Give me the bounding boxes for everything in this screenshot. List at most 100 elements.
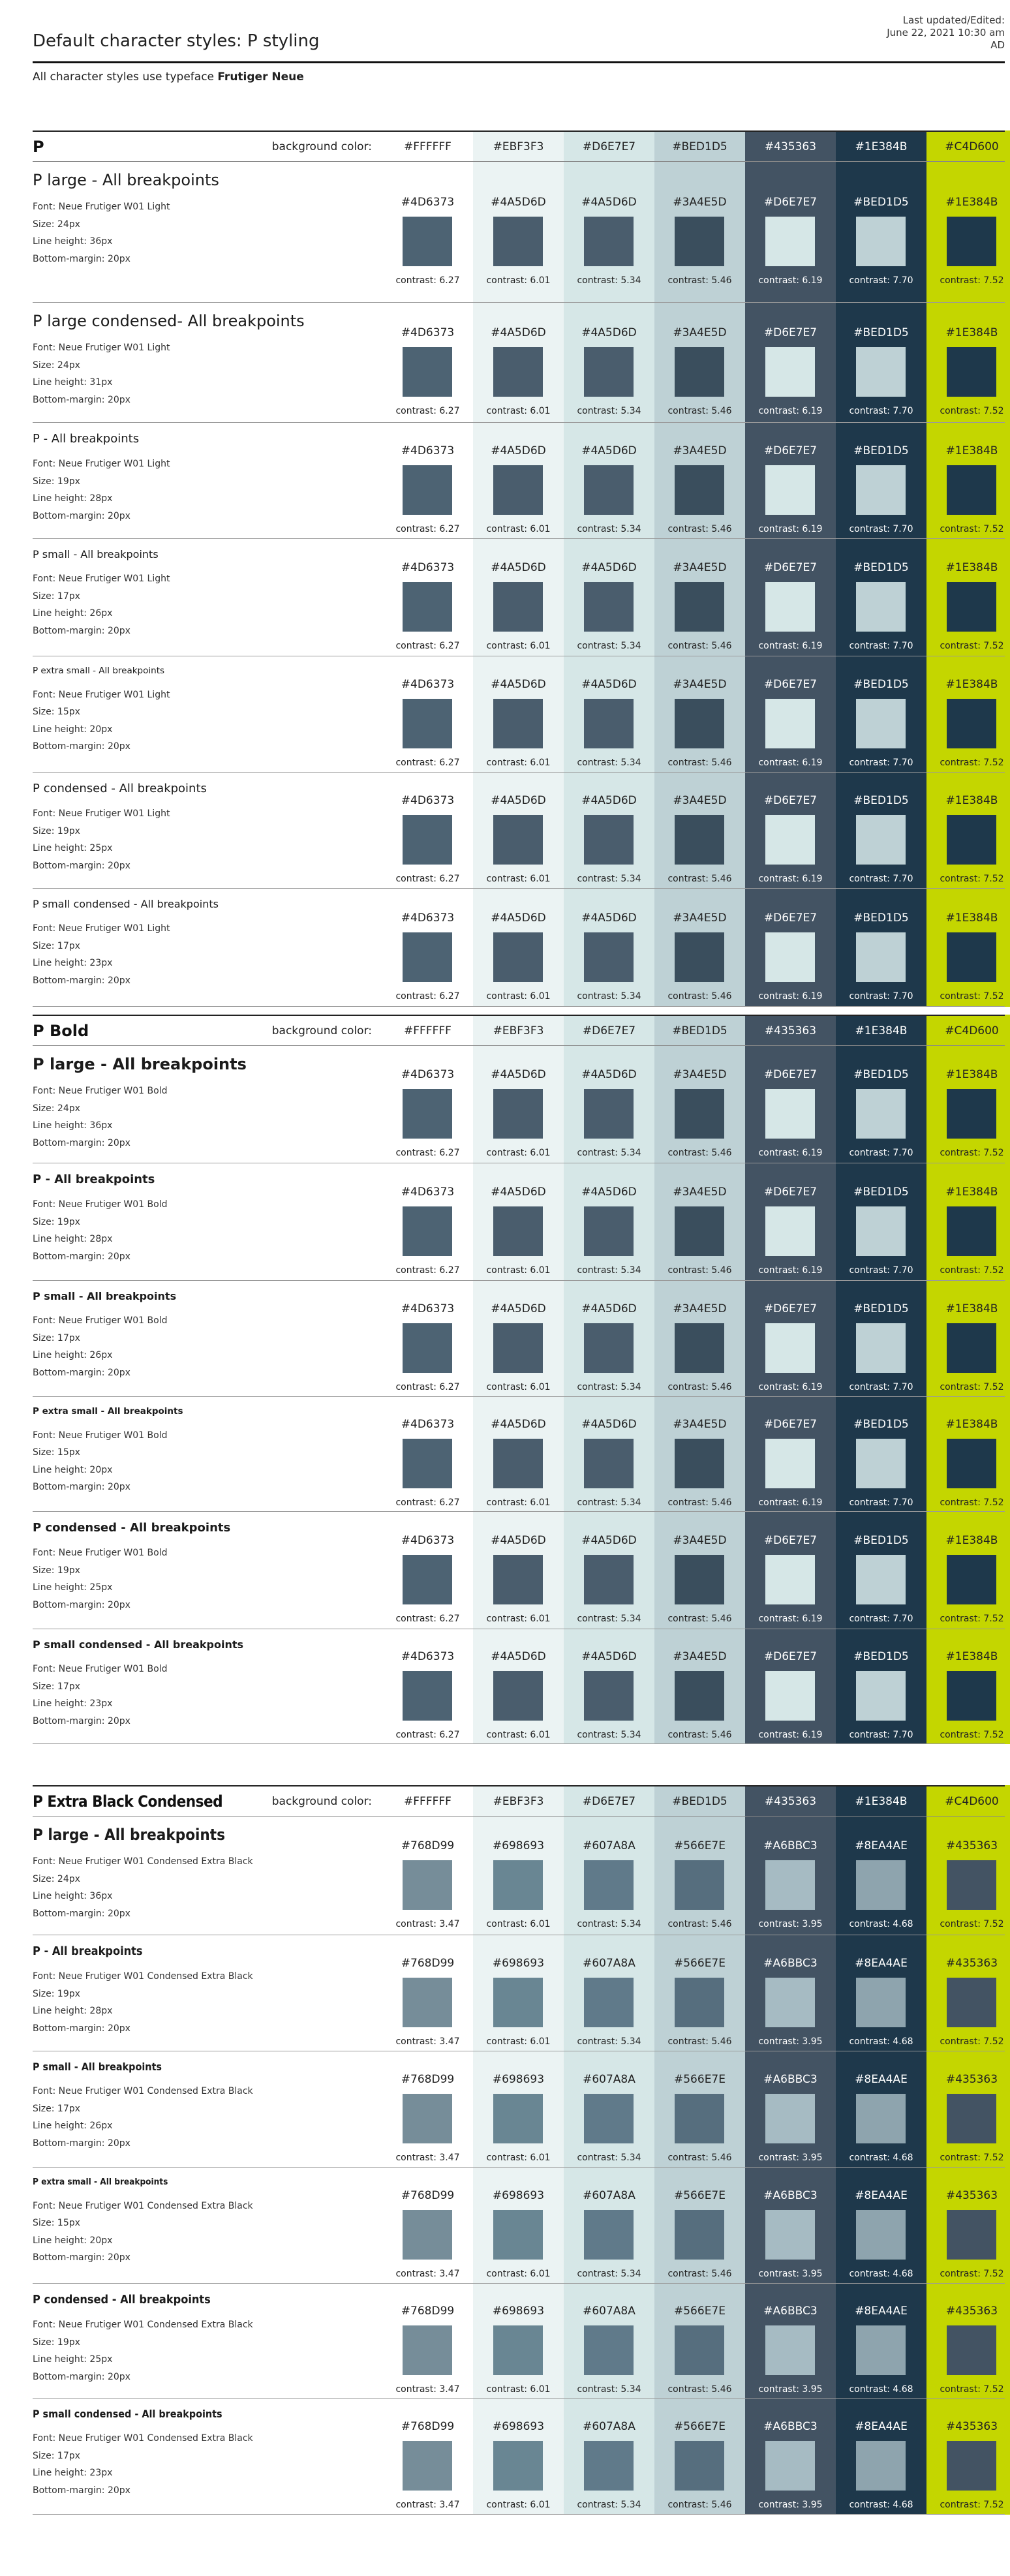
line-height-property: Line height: 25px <box>33 2354 113 2365</box>
text-color-hex: #1E384B <box>945 1186 998 1199</box>
contrast-ratio: contrast: 6.27 <box>395 1265 460 1276</box>
size-property: Size: 17px <box>33 1681 80 1692</box>
contrast-ratio: contrast: 5.46 <box>667 2036 732 2047</box>
contrast-ratio: contrast: 6.01 <box>486 2384 551 2395</box>
color-swatch <box>493 815 543 865</box>
text-color-hex: #4A5D6D <box>491 196 546 209</box>
color-sample: #D6E7E7 contrast: 6.19 <box>745 1401 836 1512</box>
color-swatch <box>947 2441 996 2491</box>
section-title: P <box>33 138 44 156</box>
contrast-ratio: contrast: 5.46 <box>667 524 732 534</box>
contrast-ratio: contrast: 5.46 <box>667 1730 732 1740</box>
color-sample: #4D6373 contrast: 6.27 <box>382 309 473 420</box>
text-color-hex: #566E7E <box>674 2420 726 2433</box>
line-height-property: Line height: 26px <box>33 608 113 619</box>
color-sample: #BED1D5 contrast: 7.70 <box>836 1285 926 1396</box>
text-color-hex: #768D99 <box>401 2073 455 2086</box>
row-divider <box>33 1006 1005 1007</box>
color-swatch <box>856 2325 906 2375</box>
font-property: Font: Neue Frutiger W01 Bold <box>33 1086 168 1096</box>
size-property: Size: 19px <box>33 825 80 836</box>
color-swatch <box>765 347 815 397</box>
contrast-ratio: contrast: 5.46 <box>667 275 732 286</box>
text-color-hex: #4A5D6D <box>581 1068 637 1081</box>
color-sample: #768D99 contrast: 3.47 <box>382 2288 473 2399</box>
text-color-hex: #4A5D6D <box>491 1418 546 1431</box>
background-hex-label: #1E384B <box>855 1795 908 1808</box>
text-color-hex: #BED1D5 <box>853 1302 909 1315</box>
background-hex-label: #D6E7E7 <box>582 1795 636 1808</box>
style-row: P large - All breakpoints Font: Neue Frut… <box>33 1817 1005 1935</box>
color-swatch <box>856 1671 906 1721</box>
style-properties: Font: Neue Frutiger W01 Bold Size: 17px Li… <box>33 1312 167 1381</box>
row-divider <box>33 2283 1005 2284</box>
color-sample: #4A5D6D contrast: 5.34 <box>564 544 654 655</box>
text-color-hex: #4A5D6D <box>581 1186 637 1199</box>
text-color-hex: #698693 <box>492 2305 545 2318</box>
contrast-ratio: contrast: 5.34 <box>577 1730 641 1740</box>
style-name: P large - All breakpoints <box>33 1055 247 1073</box>
color-sample: #D6E7E7 contrast: 6.19 <box>745 544 836 655</box>
contrast-ratio: contrast: 5.46 <box>667 1265 732 1276</box>
text-color-hex: #4A5D6D <box>581 326 637 339</box>
style-properties: Font: Neue Frutiger W01 Bold Size: 24px Li… <box>33 1082 167 1152</box>
contrast-ratio: contrast: 7.70 <box>849 1148 913 1158</box>
text-color-hex: #3A4E5D <box>673 678 727 691</box>
contrast-ratio: contrast: 5.46 <box>667 1614 732 1624</box>
color-swatch <box>856 932 906 982</box>
color-sample: #4A5D6D contrast: 5.34 <box>564 661 654 772</box>
contrast-ratio: contrast: 6.01 <box>486 275 551 286</box>
text-color-hex: #1E384B <box>945 912 998 925</box>
contrast-ratio: contrast: 6.01 <box>486 2036 551 2047</box>
row-divider <box>33 888 1005 889</box>
color-sample: #8EA4AE contrast: 4.68 <box>836 1940 926 2051</box>
color-swatch <box>856 1555 906 1604</box>
style-name: P extra small - All breakpoints <box>33 2177 168 2187</box>
contrast-ratio: contrast: 6.01 <box>486 1265 551 1276</box>
bottom-margin-property: Bottom-margin: 20px <box>33 625 130 636</box>
background-color-label: background color: <box>271 140 372 153</box>
color-swatch <box>584 699 634 748</box>
text-color-hex: #768D99 <box>401 2420 455 2433</box>
style-row: P large condensed- All breakpoints Font: … <box>33 303 1005 423</box>
style-row: P - All breakpoints Font: Neue Frutiger W… <box>33 1935 1005 2051</box>
size-property: Size: 17px <box>33 1332 80 1343</box>
color-sample: #4A5D6D contrast: 6.01 <box>473 895 564 1005</box>
section-title: P Extra Black Condensed <box>33 1792 223 1811</box>
contrast-ratio: contrast: 7.52 <box>940 1919 1004 1929</box>
color-swatch <box>675 2325 724 2375</box>
text-color-hex: #D6E7E7 <box>763 561 818 574</box>
contrast-ratio: contrast: 6.27 <box>395 758 460 768</box>
color-swatch <box>403 1439 452 1488</box>
color-sample: #BED1D5 contrast: 7.70 <box>836 427 926 538</box>
color-swatch <box>584 2325 634 2375</box>
font-property: Font: Neue Frutiger W01 Light <box>33 343 170 353</box>
style-properties: Font: Neue Frutiger W01 Light Size: 24px L… <box>33 198 170 268</box>
style-properties: Font: Neue Frutiger W01 Light Size: 19px L… <box>33 455 170 525</box>
style-name: P - All breakpoints <box>33 1944 143 1958</box>
color-swatch <box>947 347 996 397</box>
font-property: Font: Neue Frutiger W01 Light <box>33 808 170 819</box>
color-swatch <box>403 2325 452 2375</box>
text-color-hex: #D6E7E7 <box>763 912 818 925</box>
text-color-hex: #8EA4AE <box>855 1839 908 1852</box>
color-swatch <box>403 582 452 632</box>
contrast-ratio: contrast: 7.70 <box>849 758 913 768</box>
contrast-ratio: contrast: 6.27 <box>395 1382 460 1392</box>
style-row: P large - All breakpoints Font: Neue Frut… <box>33 1046 1005 1163</box>
text-color-hex: #BED1D5 <box>853 1186 909 1199</box>
color-swatch <box>947 932 996 982</box>
background-hex-label: #D6E7E7 <box>582 140 636 153</box>
color-swatch <box>493 217 543 266</box>
text-color-hex: #8EA4AE <box>855 2073 908 2086</box>
color-sample: #D6E7E7 contrast: 6.19 <box>745 309 836 420</box>
bottom-margin-property: Bottom-margin: 20px <box>33 1251 130 1262</box>
bottom-margin-property: Bottom-margin: 20px <box>33 1137 130 1148</box>
color-swatch <box>947 1089 996 1139</box>
color-swatch <box>675 1671 724 1721</box>
color-sample: #698693 contrast: 6.01 <box>473 2403 564 2514</box>
font-property: Font: Neue Frutiger W01 Bold <box>33 1315 168 1326</box>
style-name: P - All breakpoints <box>33 432 140 446</box>
contrast-ratio: contrast: 7.52 <box>940 2500 1004 2510</box>
